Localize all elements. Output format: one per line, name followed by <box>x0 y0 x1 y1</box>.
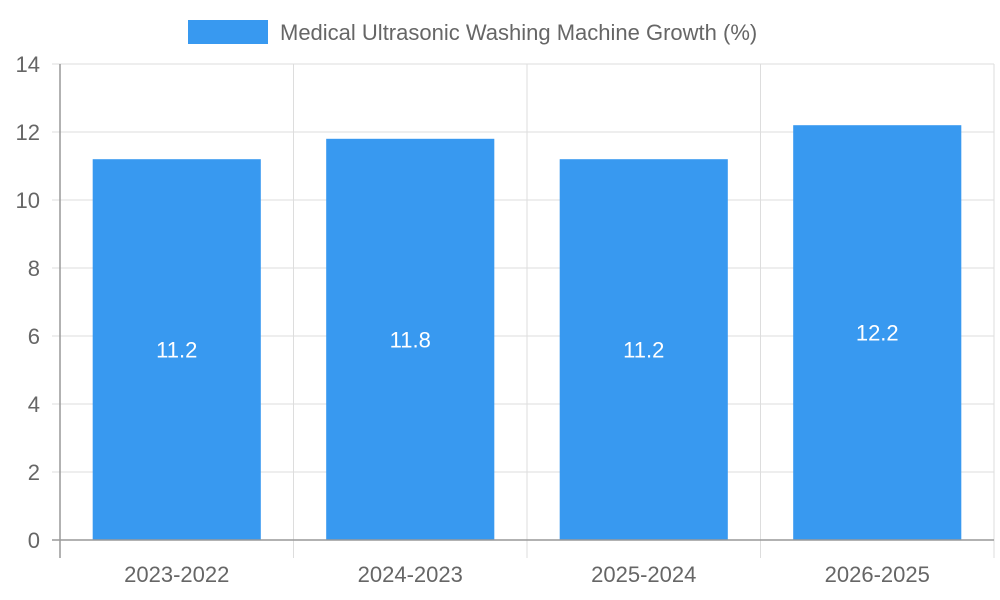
bar-value-label: 11.2 <box>156 338 197 363</box>
x-tick-label: 2023-2022 <box>124 562 229 587</box>
y-tick-label: 6 <box>28 324 40 349</box>
y-tick-label: 2 <box>28 460 40 485</box>
bar[interactable] <box>793 125 962 540</box>
bar-value-label: 12.2 <box>856 321 899 346</box>
x-tick-label: 2025-2024 <box>591 562 696 587</box>
x-tick-label: 2024-2023 <box>358 562 463 587</box>
y-tick-label: 8 <box>28 256 40 281</box>
legend-label: Medical Ultrasonic Washing Machine Growt… <box>280 20 757 45</box>
y-tick-label: 0 <box>28 528 40 553</box>
bars <box>92 125 962 541</box>
bar[interactable] <box>92 159 261 540</box>
bar-value-label: 11.2 <box>623 338 664 363</box>
y-tick-label: 10 <box>16 188 40 213</box>
labels: 0 2 4 6 8 10 12 14 11.2 2023-2022 11.8 2024-2023 11.… <box>16 52 930 587</box>
bar-value-label: 11.8 <box>390 327 431 352</box>
legend[interactable]: Medical Ultrasonic Washing Machine Growt… <box>188 20 757 45</box>
y-tick-label: 4 <box>28 392 40 417</box>
bar[interactable] <box>326 138 495 541</box>
bar[interactable] <box>559 159 728 540</box>
legend-swatch <box>188 20 268 44</box>
y-tick-label: 12 <box>16 120 40 145</box>
y-tick-label: 14 <box>16 52 40 77</box>
x-tick-label: 2026-2025 <box>825 562 930 587</box>
axes <box>52 64 994 558</box>
